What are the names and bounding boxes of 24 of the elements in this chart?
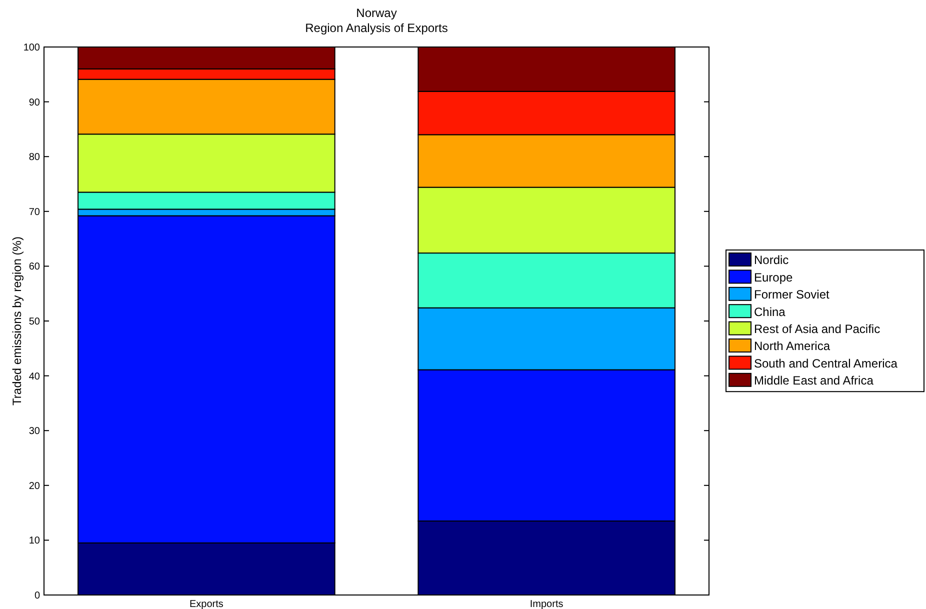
y-tick-label: 60: [28, 262, 40, 273]
legend-label: North America: [754, 339, 830, 354]
legend-label: China: [754, 304, 786, 319]
legend-label: South and Central America: [754, 356, 898, 370]
y-tick-label: 70: [28, 206, 40, 218]
x-tick-label: Exports: [189, 599, 224, 609]
chart-title: Norway: [356, 6, 397, 20]
y-tick-label: 0: [34, 590, 40, 602]
legend-label: Nordic: [754, 253, 789, 268]
y-tick-label: 50: [28, 316, 40, 328]
y-tick-label: 40: [28, 371, 40, 382]
y-tick-label: 10: [28, 536, 40, 547]
legend-label: Middle East and Africa: [754, 374, 874, 388]
y-tick-label: 20: [28, 480, 40, 492]
y-tick-label: 100: [23, 42, 40, 54]
x-tick-label: Imports: [530, 599, 564, 609]
legend-label: Former Soviet: [754, 288, 830, 302]
y-tick-label: 80: [28, 152, 40, 164]
legend-label: Europe: [754, 270, 794, 284]
y-axis-title: Traded emissions by region (%): [10, 236, 24, 406]
y-tick-label: 90: [28, 97, 40, 108]
chart-subtitle: Region Analysis of Exports: [305, 21, 448, 35]
legend-label: Rest of Asia and Pacific: [754, 322, 880, 336]
y-tick-label: 30: [28, 426, 40, 438]
